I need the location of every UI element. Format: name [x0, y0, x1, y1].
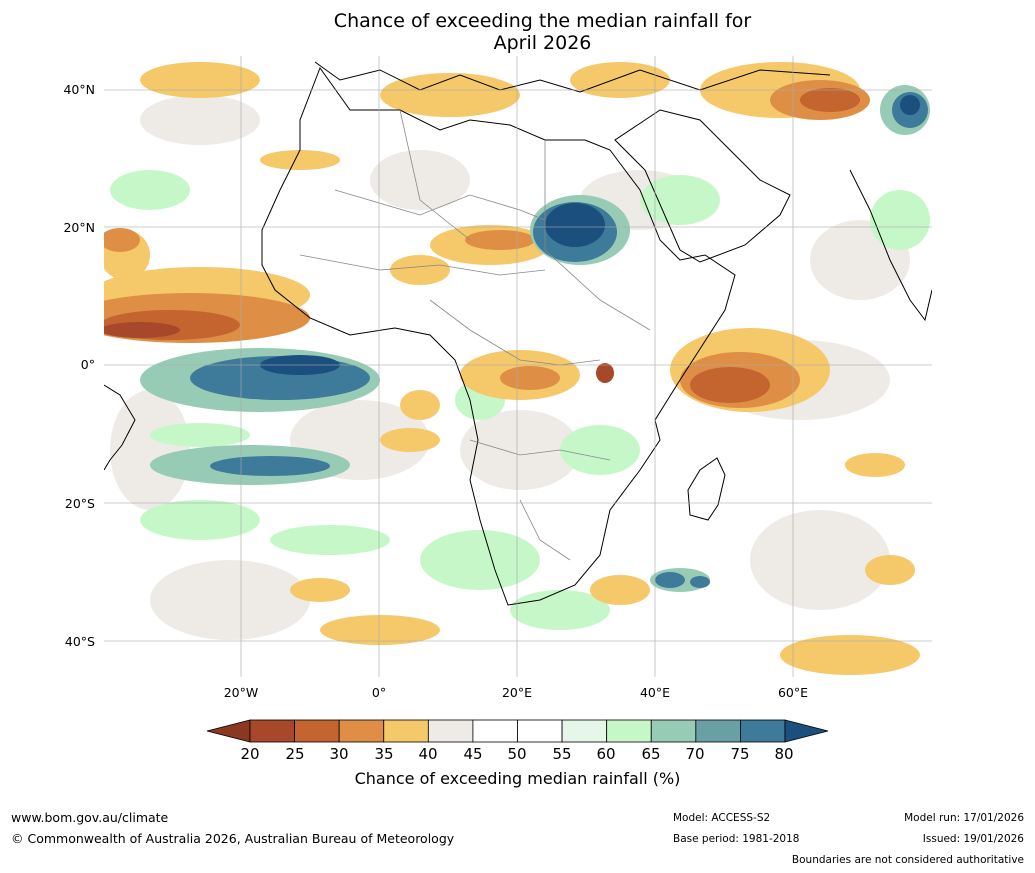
lat-label-20n: 20°N	[63, 220, 95, 235]
colorbar-tick-60: 60	[596, 745, 616, 763]
colorbar-tick-45: 45	[463, 745, 483, 763]
colorbar-tick-30: 30	[329, 745, 349, 763]
africa-coastline	[261, 66, 736, 606]
madagascar-coastline	[687, 457, 726, 521]
colorbar-cell-65	[650, 719, 697, 743]
bom-website-link[interactable]: www.bom.gov.au/climate	[11, 810, 169, 825]
colorbar-label: Chance of exceeding median rainfall (%)	[354, 769, 681, 788]
colorbar-cell-30	[338, 719, 385, 743]
lat-label-20s: 20°S	[64, 496, 95, 511]
arabia-coastline	[614, 109, 791, 263]
base-period-text: Base period: 1981-2018	[673, 833, 800, 845]
lat-label-40s: 40°S	[64, 634, 95, 649]
issued-text: Issued: 19/01/2026	[922, 833, 1024, 845]
colorbar-tick-25: 25	[285, 745, 305, 763]
map-area	[104, 56, 932, 677]
colorbar-tick-50: 50	[507, 745, 527, 763]
colorbar-cell-60	[606, 719, 652, 743]
colorbar-cell-40	[427, 719, 474, 743]
lon-label-20w: 20°W	[223, 685, 259, 700]
lon-label-60e: 60°E	[777, 685, 809, 700]
colorbar-cells	[249, 719, 786, 743]
colorbar-cell-25	[294, 719, 340, 743]
chart-title: Chance of exceeding the median rainfall …	[0, 10, 1035, 54]
india-coastline	[849, 169, 932, 322]
colorbar-cell-70	[695, 719, 741, 743]
colorbar-tick-65: 65	[641, 745, 661, 763]
model-run-text: Model run: 17/01/2026	[904, 812, 1024, 824]
colorbar	[206, 719, 829, 743]
lat-label-0: 0°	[80, 357, 95, 372]
colorbar-cell-45	[472, 719, 518, 743]
colorbar-cell-75	[740, 719, 786, 743]
dry-very-strong-regions	[104, 322, 614, 383]
disclaimer-text: Boundaries are not considered authoritat…	[791, 854, 1024, 866]
colorbar-tick-75: 75	[730, 745, 750, 763]
colorbar-tick-55: 55	[552, 745, 572, 763]
title-line-2: April 2026	[493, 32, 592, 54]
lon-label-0: 0°	[371, 685, 387, 700]
graticule	[104, 56, 932, 677]
lat-label-40n: 40°N	[63, 82, 95, 97]
title-line-1: Chance of exceeding the median rainfall …	[333, 10, 752, 32]
europe-coastline	[314, 61, 831, 93]
lon-label-40e: 40°E	[639, 685, 671, 700]
lon-label-20e: 20°E	[501, 685, 533, 700]
south-america-coastline	[104, 384, 136, 471]
model-text: Model: ACCESS-S2	[673, 812, 771, 824]
colorbar-cell-35	[383, 719, 429, 743]
colorbar-cell-50	[517, 719, 563, 743]
copyright-text: © Commonwealth of Australia 2026, Austra…	[11, 831, 455, 846]
colorbar-cell-55	[561, 719, 608, 743]
colorbar-high-extend	[784, 719, 829, 743]
colorbar-tick-35: 35	[374, 745, 394, 763]
colorbar-cell-20	[249, 719, 295, 743]
colorbar-tick-20: 20	[240, 745, 260, 763]
colorbar-tick-40: 40	[418, 745, 438, 763]
colorbar-low-extend	[206, 719, 251, 743]
colorbar-tick-80: 80	[774, 745, 794, 763]
colorbar-tick-70: 70	[685, 745, 705, 763]
